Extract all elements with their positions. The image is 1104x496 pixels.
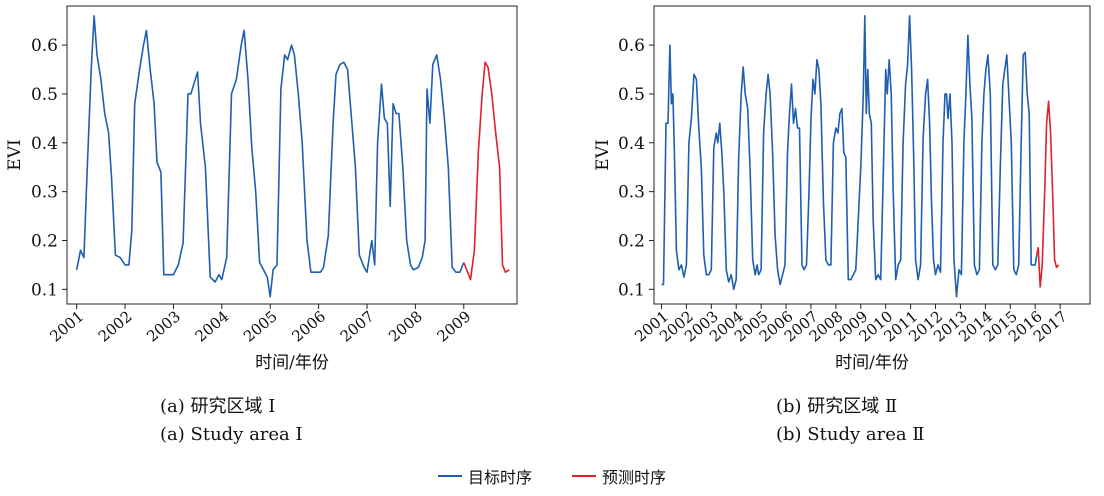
series-line-target bbox=[661, 15, 1038, 298]
series-line-predict bbox=[1035, 100, 1060, 288]
x-axis-label: 时间/年份 bbox=[835, 353, 909, 373]
caption-a-en: (a) Study area Ⅰ bbox=[160, 424, 303, 445]
x-tick-label: 2003 bbox=[143, 307, 184, 345]
y-tick-label: 0.4 bbox=[31, 134, 58, 154]
y-tick-label: 0.3 bbox=[31, 183, 58, 203]
y-tick-label: 0.6 bbox=[618, 36, 645, 56]
plot-frame bbox=[653, 5, 1091, 305]
series-line-predict bbox=[463, 61, 510, 281]
series-line-target bbox=[75, 15, 465, 298]
y-tick-label: 0.4 bbox=[618, 134, 645, 154]
y-axis-label: EVI bbox=[593, 139, 613, 170]
x-tick-label: 2007 bbox=[337, 307, 378, 345]
x-tick-label: 2008 bbox=[385, 307, 426, 345]
y-tick-label: 0.1 bbox=[31, 280, 58, 300]
y-tick-label: 0.2 bbox=[31, 231, 58, 251]
legend-item-predict: 预测时序 bbox=[572, 464, 666, 488]
y-tick-label: 0.5 bbox=[31, 85, 58, 105]
chart-study-area-2: 0.10.20.30.40.50.62001200220032004200520… bbox=[593, 5, 1091, 373]
legend-label-target: 目标时序 bbox=[467, 468, 532, 487]
x-tick-label: 2006 bbox=[288, 307, 329, 345]
caption-b-cn: (b) 研究区域 Ⅱ bbox=[776, 396, 898, 417]
legend-swatch-target bbox=[437, 475, 462, 477]
caption-b-en: (b) Study area Ⅱ bbox=[776, 424, 925, 445]
y-tick-label: 0.1 bbox=[618, 280, 645, 300]
caption-a-cn: (a) 研究区域 Ⅰ bbox=[160, 396, 276, 417]
legend-swatch-predict bbox=[572, 475, 596, 477]
legend-label-predict: 预测时序 bbox=[602, 468, 667, 487]
x-tick-label: 2005 bbox=[240, 307, 281, 345]
x-tick-label: 2004 bbox=[192, 307, 233, 345]
y-tick-label: 0.6 bbox=[31, 36, 58, 56]
y-tick-label: 0.3 bbox=[618, 183, 645, 203]
y-tick-label: 0.5 bbox=[618, 85, 645, 105]
plot-frame bbox=[66, 5, 518, 305]
x-axis-label: 时间/年份 bbox=[255, 353, 329, 373]
legend: 目标时序 预测时序 bbox=[0, 464, 1104, 488]
y-axis-label: EVI bbox=[5, 139, 25, 170]
x-tick-label: 2009 bbox=[434, 307, 475, 345]
legend-item-target: 目标时序 bbox=[437, 464, 532, 488]
y-tick-label: 0.2 bbox=[618, 231, 645, 251]
x-tick-label: 2001 bbox=[46, 307, 87, 345]
x-tick-label: 2002 bbox=[95, 307, 136, 345]
